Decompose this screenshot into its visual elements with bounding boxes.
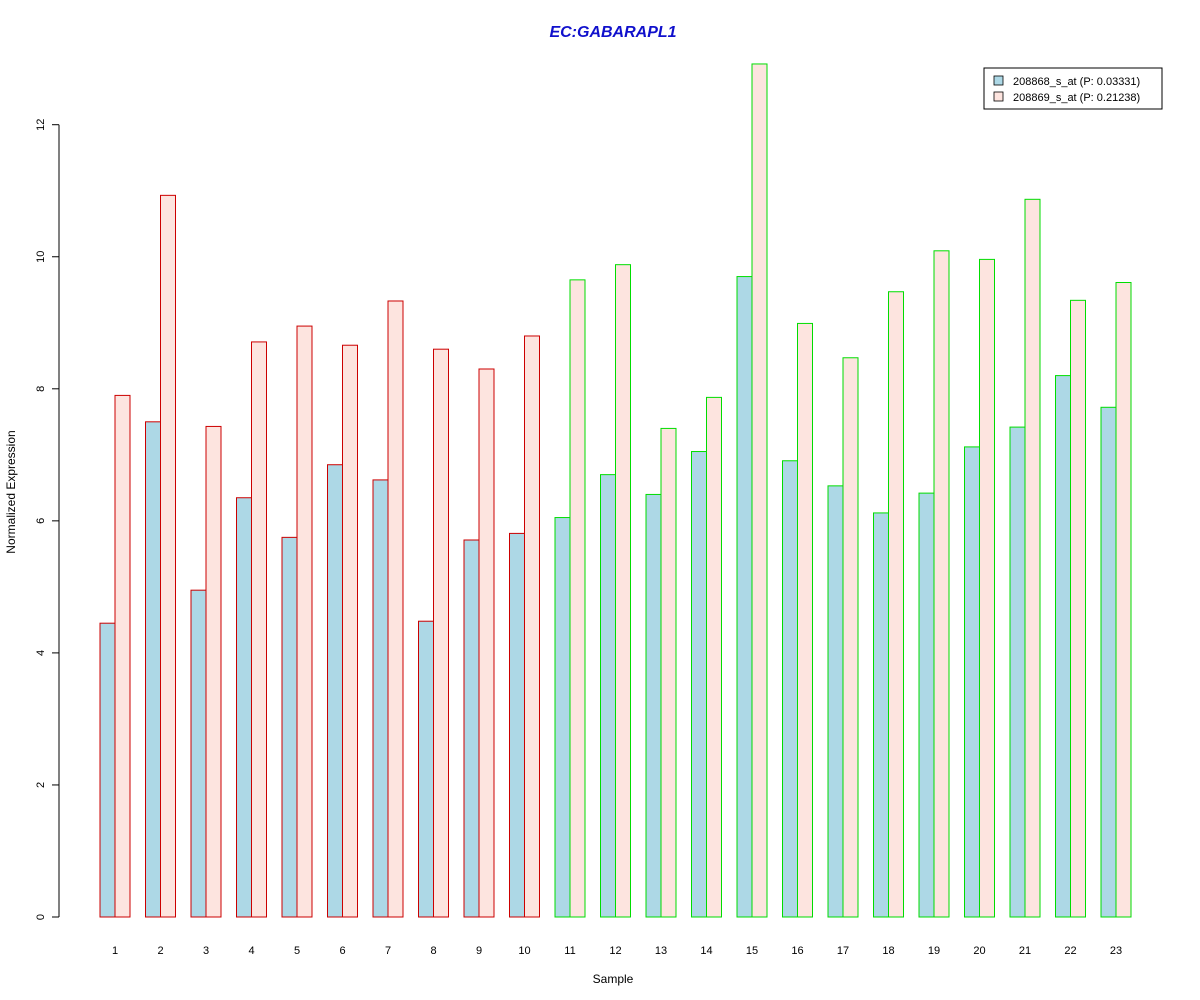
bar-208869-sample-10 [524,335,540,918]
x-tick-label: 11 [564,945,575,957]
y-axis-label: Normalized Expression [4,430,18,553]
bar-208869-sample-3 [205,425,222,918]
y-tick-label: 6 [35,518,47,524]
x-tick-label: 23 [1110,945,1122,957]
x-tick-label: 18 [882,945,894,957]
x-tick-label: 2 [157,945,163,957]
y-tick-label: 4 [35,650,47,656]
bar-208868-sample-22 [1055,375,1071,918]
bar-208869-sample-13 [660,427,677,918]
x-tick-label: 20 [973,945,985,957]
bars-group [99,63,1132,918]
x-axis-label: Sample [593,972,634,986]
bar-208869-sample-15 [751,63,768,918]
x-tick-label: 6 [339,945,345,957]
bar-208868-sample-15 [736,276,753,918]
bar-208868-sample-11 [554,517,571,918]
bar-208869-sample-18 [888,291,904,918]
bar-208869-sample-2 [160,194,176,918]
x-tick-label: 16 [791,945,803,957]
bar-208869-sample-6 [342,344,358,918]
y-tick-label: 0 [35,914,47,920]
legend-swatch-208869 [993,91,1004,102]
bar-208869-sample-11 [569,279,586,918]
bar-208869-sample-17 [842,357,859,918]
legend-label-208868: 208868_s_at (P: 0.03331) [1013,76,1140,88]
x-tick-label: 21 [1019,945,1031,957]
bar-208869-sample-9 [478,368,495,918]
bar-208868-sample-7 [372,479,389,918]
bar-208868-sample-3 [190,589,207,918]
x-tick-label: 1 [112,945,118,957]
bar-208869-sample-12 [615,264,631,918]
y-tick-label: 10 [35,251,47,263]
bar-208868-sample-4 [236,497,252,918]
bar-208868-sample-8 [418,620,434,918]
x-tick-labels: 1 2 3 4 5 6 7 8 9 10 11 12 13 14 15 16 17 18 19 20 21 22 23 [112,945,1122,957]
bar-208869-sample-20 [979,258,995,918]
y-axis: 0 2 4 6 8 10 12 [35,119,60,920]
x-tick-label: 4 [248,945,254,957]
bar-208869-sample-4 [251,341,267,918]
chart-title: EC:GABARAPL1 [549,24,676,41]
x-tick-label: 10 [518,945,530,957]
bar-208868-sample-1 [99,622,116,918]
x-tick-label: 14 [700,945,712,957]
bar-208868-sample-13 [645,493,662,918]
bar-208868-sample-5 [281,536,298,918]
legend-label-208869: 208869_s_at (P: 0.21238) [1013,92,1140,104]
bar-208869-sample-5 [296,325,313,918]
bar-208868-sample-12 [600,474,616,918]
bar-208868-sample-10 [509,532,525,918]
bar-208868-sample-17 [827,485,844,918]
x-tick-label: 9 [476,945,482,957]
x-tick-label: 3 [203,945,209,957]
bar-208869-sample-23 [1115,282,1132,918]
x-tick-label: 19 [928,945,940,957]
bar-208868-sample-9 [463,539,480,918]
x-tick-label: 7 [385,945,391,957]
x-tick-label: 22 [1064,945,1076,957]
bar-208869-sample-19 [933,250,950,918]
bar-208869-sample-1 [114,394,131,918]
x-tick-label: 17 [837,945,849,957]
x-tick-label: 13 [655,945,667,957]
x-tick-label: 12 [609,945,621,957]
bar-208869-sample-14 [706,396,722,918]
x-tick-label: 15 [746,945,758,957]
bar-208868-sample-23 [1100,406,1117,918]
bar-208868-sample-6 [327,464,343,918]
bar-208869-sample-16 [797,322,813,918]
y-tick-label: 8 [35,386,47,392]
bar-208868-sample-20 [964,446,980,918]
bar-208869-sample-7 [387,300,404,918]
bar-208869-sample-8 [433,348,449,918]
legend-box [983,67,1163,110]
bar-208868-sample-18 [873,512,889,918]
bar-208868-sample-14 [691,451,707,918]
y-tick-label: 12 [35,119,47,131]
y-tick-label: 2 [35,782,47,788]
bar-208869-sample-21 [1024,198,1041,918]
bar-208868-sample-2 [145,421,161,918]
bar-208868-sample-19 [918,492,935,918]
legend-swatch-208868 [993,75,1004,86]
bar-208868-sample-21 [1009,426,1026,918]
legend: 208868_s_at (P: 0.03331) 208869_s_at (P:… [983,67,1163,110]
x-tick-label: 8 [430,945,436,957]
bar-208868-sample-16 [782,460,798,918]
x-tick-label: 5 [294,945,300,957]
bar-208869-sample-22 [1070,299,1086,918]
